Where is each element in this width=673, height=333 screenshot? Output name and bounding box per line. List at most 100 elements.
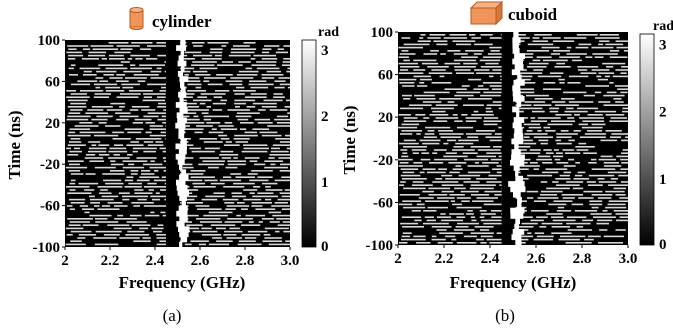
phase-stripe (427, 37, 441, 39)
phase-stripe (100, 189, 108, 191)
phase-stripe (513, 91, 535, 94)
bright-patch (180, 40, 186, 46)
bright-patch (513, 133, 524, 139)
phase-stripe (124, 128, 144, 130)
phase-stripe (609, 50, 620, 52)
phase-stripe (456, 43, 471, 46)
phase-stripe (130, 54, 150, 57)
bright-patch (514, 64, 524, 70)
phase-stripe (230, 51, 255, 54)
phase-stripe (69, 221, 90, 223)
phase-stripe (204, 77, 226, 79)
phase-stripe (545, 130, 556, 132)
phase-stripe (235, 141, 249, 143)
phase-stripe (236, 86, 245, 89)
phase-stripe (402, 226, 424, 228)
y-tick-label: 100 (371, 25, 394, 41)
phase-stripe (401, 238, 426, 241)
phase-stripe (222, 198, 239, 201)
phase-stripe (256, 67, 280, 70)
phase-stripe (576, 226, 584, 228)
phase-stripe (208, 243, 229, 246)
phase-stripe (615, 40, 628, 42)
phase-stripe (476, 238, 484, 241)
phase-stripe (110, 102, 126, 105)
phase-stripe (224, 230, 243, 233)
bright-patch (175, 143, 187, 150)
phase-stripe (274, 86, 285, 89)
phase-stripe (584, 238, 594, 241)
phase-stripe (282, 61, 290, 63)
phase-stripe (95, 218, 108, 220)
phase-stripe (153, 230, 163, 233)
phase-stripe (243, 42, 256, 44)
phase-stripe (411, 210, 421, 212)
phase-stripe (530, 120, 547, 122)
phase-stripe (269, 221, 280, 223)
phase-stripe (212, 237, 223, 239)
phase-stripe (448, 162, 467, 164)
phase-stripe (70, 179, 76, 182)
phase-stripe (401, 123, 419, 126)
phase-stripe (122, 86, 134, 89)
phase-stripe (243, 144, 268, 146)
phase-stripe (226, 237, 243, 239)
phase-stripe (141, 170, 151, 172)
phase-stripe (278, 77, 290, 79)
phase-stripe (507, 206, 527, 209)
phase-stripe (155, 141, 164, 143)
phase-stripe (563, 91, 587, 94)
phase-stripe (509, 88, 534, 90)
phase-stripe (486, 152, 502, 154)
phase-stripe (555, 104, 579, 106)
phase-stripe (106, 109, 123, 111)
phase-stripe (398, 56, 409, 58)
phase-stripe (199, 102, 206, 105)
phase-stripe (514, 146, 531, 148)
phase-stripe (573, 130, 581, 132)
phase-stripe (156, 42, 169, 44)
phase-stripe (241, 234, 261, 236)
phase-stripe (541, 222, 563, 225)
phase-stripe (400, 174, 421, 177)
phase-stripe (542, 37, 561, 39)
phase-stripe (68, 112, 81, 114)
phase-stripe (425, 200, 449, 202)
phase-stripe (70, 240, 82, 242)
phase-stripe (119, 115, 139, 118)
phase-stripe (286, 147, 290, 150)
phase-stripe (149, 125, 163, 127)
bright-patch (512, 229, 525, 235)
phase-stripe (281, 208, 290, 210)
chart-title: cylinder (152, 12, 212, 31)
phase-stripe (270, 163, 276, 166)
phase-stripe (456, 216, 466, 218)
phase-stripe (555, 184, 580, 186)
phase-stripe (452, 114, 458, 116)
phase-stripe (221, 45, 227, 47)
y-tick-label: -60 (373, 195, 393, 211)
phase-stripe (523, 136, 530, 138)
phase-stripe (491, 216, 504, 218)
phase-stripe (399, 53, 416, 55)
phase-stripe (105, 90, 125, 92)
phase-stripe (207, 83, 223, 86)
phase-stripe (575, 46, 589, 49)
phase-stripe (401, 216, 421, 218)
y-tick-label: 60 (378, 68, 393, 84)
phase-stripe (282, 221, 290, 223)
phase-stripe (439, 98, 462, 100)
phase-stripe (143, 96, 152, 98)
phase-stripe (103, 179, 122, 182)
phase-stripe (400, 222, 419, 225)
phase-stripe (464, 158, 489, 161)
phase-stripe (416, 242, 431, 244)
bright-patch (181, 86, 186, 93)
phase-stripe (530, 219, 544, 222)
phase-stripe (210, 182, 225, 185)
phase-stripe (566, 181, 584, 183)
phase-stripe (402, 85, 415, 87)
phase-stripe (418, 197, 434, 199)
phase-stripe (561, 98, 575, 100)
phase-stripe (399, 69, 409, 71)
